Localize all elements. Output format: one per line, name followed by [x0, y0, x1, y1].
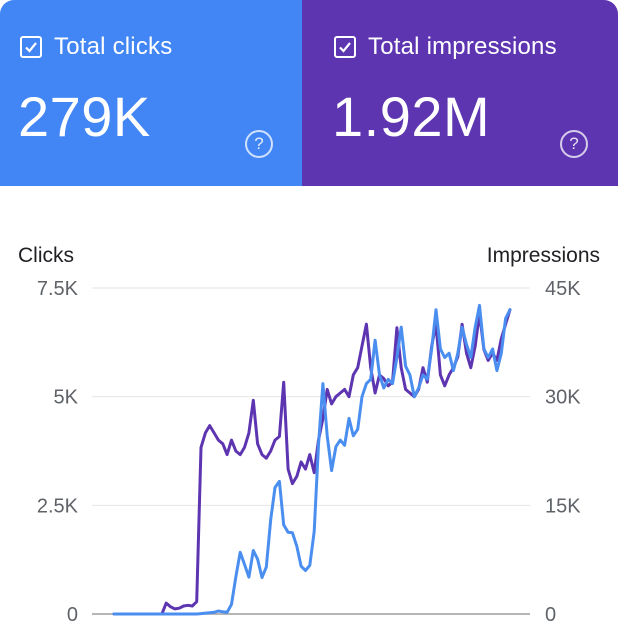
clicks-series-line — [112, 303, 512, 616]
left-tick-label: 0 — [67, 604, 78, 626]
right-tick-label: 45K — [545, 278, 581, 300]
metric-cards: Total clicks 279K ? Total impressions 1.… — [0, 0, 620, 186]
left-tick-label: 7.5K — [37, 278, 79, 300]
total-clicks-card[interactable]: Total clicks 279K ? — [0, 0, 302, 186]
impressions-series-line — [112, 308, 512, 616]
right-axis-title: Impressions — [487, 244, 600, 267]
total-impressions-card[interactable]: Total impressions 1.92M ? — [302, 0, 618, 186]
checkbox-checked-icon[interactable] — [334, 36, 356, 58]
help-icon[interactable]: ? — [245, 130, 273, 158]
checkmark-icon — [25, 42, 37, 53]
right-tick-label: 30K — [545, 387, 581, 409]
card-header: Total clicks — [20, 33, 172, 61]
card-value: 279K — [18, 85, 151, 148]
performance-chart: Clicks Impressions 7.5K 5K 2.5K 0 45K 30K 15K… — [0, 186, 620, 640]
help-icon[interactable]: ? — [560, 130, 588, 158]
card-header: Total impressions — [334, 33, 557, 61]
chart-svg: Clicks Impressions 7.5K 5K 2.5K 0 45K 30K 15K… — [18, 244, 600, 626]
card-value: 1.92M — [332, 85, 491, 148]
card-label: Total impressions — [368, 33, 557, 60]
card-label: Total clicks — [54, 33, 173, 60]
left-tick-label: 2.5K — [37, 495, 79, 517]
right-tick-label: 0 — [545, 604, 556, 626]
checkbox-checked-icon[interactable] — [20, 36, 42, 58]
left-axis-title: Clicks — [18, 244, 74, 267]
left-tick-label: 5K — [54, 387, 79, 409]
right-tick-label: 15K — [545, 495, 581, 517]
checkmark-icon — [339, 42, 351, 53]
